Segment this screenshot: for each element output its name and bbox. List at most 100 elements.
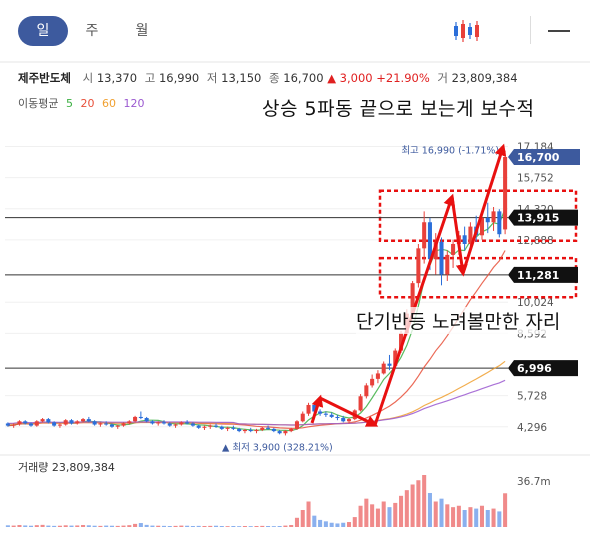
volume-bar — [266, 526, 271, 527]
volume-bar — [300, 509, 305, 527]
candle-body — [427, 222, 432, 260]
candle-body — [202, 426, 207, 428]
volume-bar — [393, 502, 398, 527]
volume-bar — [242, 526, 247, 527]
wave-arrow — [310, 394, 324, 424]
candle-body — [370, 378, 375, 386]
close-label: 종 — [269, 71, 280, 85]
volume-bar — [422, 475, 427, 527]
volume-bar — [28, 525, 34, 527]
volume-bar — [127, 525, 132, 527]
wave-arrow — [450, 196, 468, 277]
volume-bar — [456, 505, 461, 527]
volume-bar — [294, 517, 299, 527]
low-marker-label: ▲ 최저 3,900 (328.21%) — [222, 442, 333, 453]
candlestick-icon[interactable] — [452, 18, 480, 44]
candle-body — [387, 363, 392, 366]
highlight-zone — [378, 256, 578, 299]
candle-body — [98, 423, 103, 425]
wave-arrow — [461, 143, 507, 274]
candle-body — [260, 427, 265, 430]
volume-bar — [404, 490, 409, 527]
volume-bar — [474, 508, 479, 527]
volume-bar — [150, 525, 155, 527]
candle-body — [86, 419, 91, 422]
volume-bar — [34, 525, 39, 527]
y-tick-label: 4,296 — [517, 422, 547, 434]
volume-bar — [161, 525, 167, 527]
current-price-label: 16,700 — [517, 151, 560, 164]
volume-bar — [433, 501, 438, 527]
volume-bar — [318, 519, 323, 527]
open-value: 13,370 — [96, 71, 138, 85]
candle-body — [306, 404, 311, 414]
tab-daily[interactable]: 일 — [18, 16, 68, 46]
volume-bar — [358, 505, 363, 527]
wave-arrow — [319, 396, 379, 427]
high-label: 고 — [144, 71, 156, 85]
candle-body — [468, 226, 473, 244]
volume-bar — [46, 525, 51, 527]
candle-body — [451, 243, 456, 255]
candle-body — [219, 426, 224, 429]
volume-bar — [375, 508, 380, 527]
open-label: 시 — [82, 71, 94, 85]
volume-bar — [92, 525, 97, 527]
y-tick-label: 10,024 — [517, 297, 554, 309]
volume-bar — [173, 525, 178, 527]
moving-average-line — [7, 379, 506, 426]
volume-bar — [451, 507, 456, 527]
candle-body — [462, 235, 467, 244]
candle-body — [289, 428, 294, 432]
candle-body — [399, 333, 404, 351]
tab-weekly[interactable]: 주 — [85, 23, 99, 39]
volume-bar — [323, 521, 328, 527]
candle-body — [410, 283, 415, 314]
ma-5: 5 — [65, 97, 73, 110]
minus-icon[interactable] — [548, 30, 570, 32]
candle-body — [52, 422, 57, 426]
candle-body — [69, 420, 74, 424]
candle-body — [341, 418, 346, 422]
candle-body — [375, 373, 380, 379]
volume-bar — [335, 523, 340, 527]
volume-bar — [202, 526, 207, 527]
volume-bar — [237, 526, 242, 527]
volume-bar — [329, 522, 334, 527]
volume-bar — [503, 493, 508, 527]
volume-bar — [138, 523, 143, 527]
price-tag-label: 13,915 — [517, 212, 559, 225]
volume-bar — [410, 484, 415, 527]
volume-bar — [225, 526, 230, 527]
candle-body — [294, 421, 299, 429]
stock-name: 제주반도체 — [18, 71, 71, 85]
candle-body — [312, 404, 317, 412]
candle-body — [485, 217, 490, 223]
volume-bar — [312, 515, 317, 527]
candle-body — [277, 431, 282, 434]
ma-120: 120 — [123, 97, 145, 110]
tab-monthly[interactable]: 월 — [135, 23, 149, 39]
candle-body — [248, 429, 253, 432]
candle-body — [138, 416, 143, 419]
volume-bar — [98, 525, 103, 527]
candle-body — [422, 222, 427, 249]
ma-60: 60 — [101, 97, 116, 110]
volume-bar — [75, 525, 80, 527]
volume-bar — [387, 507, 392, 527]
volume-panel-label: 거래량 23,809,384 — [18, 461, 115, 474]
candle-body — [231, 427, 236, 429]
high-value: 16,990 — [158, 71, 200, 85]
candle-body — [133, 416, 138, 422]
annotation-top: 상승 5파동 끝으로 보는게 보수적 — [262, 98, 535, 120]
high-marker-label: 최고 16,990 (-1.71%) — [401, 146, 499, 157]
candle-body — [196, 425, 201, 428]
volume-bar — [289, 525, 294, 527]
candle-body — [40, 419, 45, 422]
volume-bar — [115, 525, 120, 527]
ma-20: 20 — [80, 97, 95, 110]
volume-bar — [167, 526, 172, 527]
y-tick-label: 12,888 — [517, 235, 554, 247]
candle-body — [185, 422, 190, 424]
